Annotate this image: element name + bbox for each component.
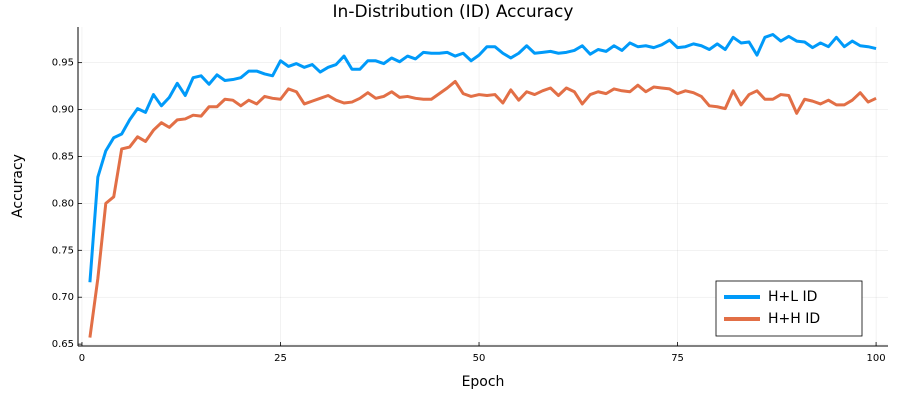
chart-title: In-Distribution (ID) Accuracy — [333, 2, 574, 22]
x-tick-label: 75 — [671, 353, 684, 364]
line-series — [88, 79, 877, 338]
y-tick-label: 0.80 — [52, 198, 74, 209]
x-axis-label: Epoch — [462, 374, 505, 390]
x-tick-label: 0 — [79, 353, 85, 364]
x-tick-label: 50 — [473, 353, 486, 364]
legend-box — [715, 280, 863, 337]
y-tick-label: 0.85 — [52, 151, 74, 162]
x-tick-label: 100 — [867, 353, 886, 364]
x-tick-label: 25 — [274, 353, 287, 364]
y-tick-label: 0.70 — [52, 292, 74, 303]
y-tick-label: 0.75 — [52, 245, 74, 256]
legend-label: H+L ID — [768, 289, 817, 305]
line-series — [88, 33, 877, 283]
y-tick-label: 0.95 — [52, 58, 74, 69]
y-tick-label: 0.90 — [52, 105, 74, 116]
y-tick-label: 0.65 — [52, 339, 74, 350]
y-axis-label: Accuracy — [10, 154, 26, 218]
legend-label: H+H ID — [768, 311, 820, 327]
